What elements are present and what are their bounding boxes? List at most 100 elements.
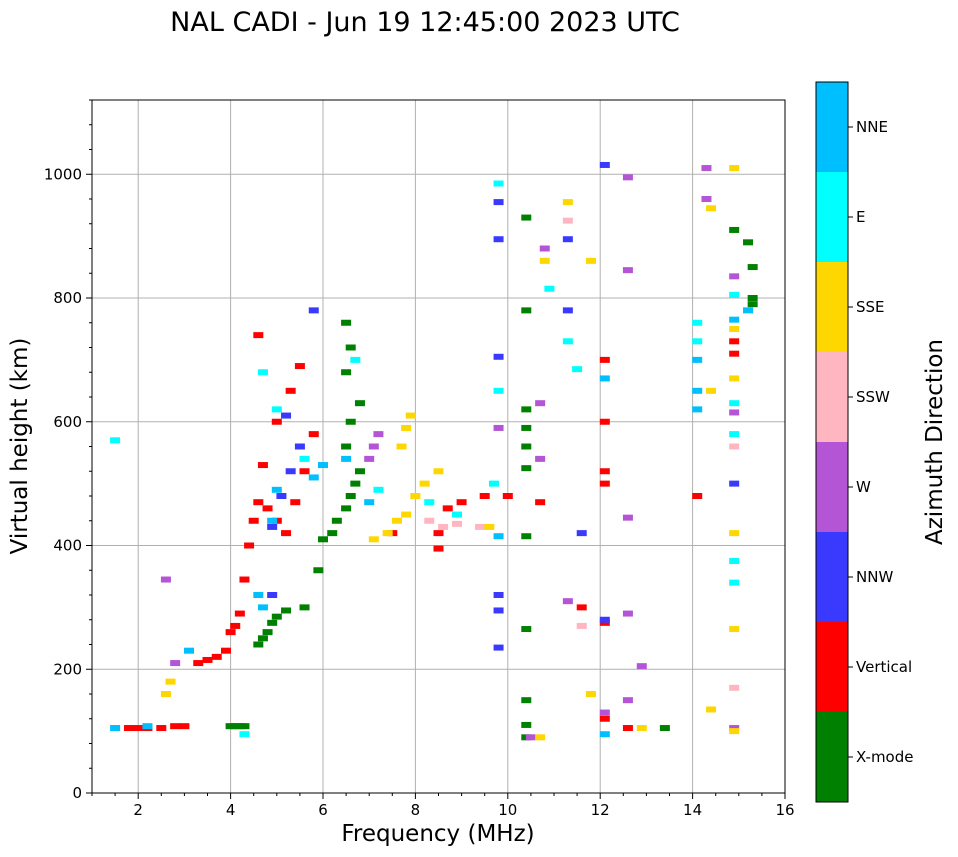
- point-w: [562, 598, 573, 605]
- point-vertical: [244, 542, 255, 549]
- x-axis-label: Frequency (MHz): [341, 821, 534, 847]
- point-vertical: [257, 462, 268, 469]
- point-sse: [636, 725, 647, 732]
- point-nnw: [562, 236, 573, 243]
- point-vertical: [179, 723, 190, 730]
- point-vertical: [576, 604, 587, 611]
- point-x-mode: [747, 264, 758, 271]
- point-nnw: [276, 493, 287, 499]
- point-x-mode: [521, 214, 532, 221]
- point-vertical: [253, 332, 264, 339]
- x-tick-label: 8: [411, 801, 421, 819]
- point-sse: [401, 424, 412, 431]
- point-e: [562, 338, 573, 345]
- point-nne: [142, 723, 153, 730]
- point-w: [539, 245, 550, 252]
- point-w: [160, 576, 171, 583]
- point-nne: [692, 406, 703, 413]
- point-x-mode: [331, 517, 342, 524]
- point-e: [493, 180, 504, 187]
- point-vertical: [230, 622, 241, 629]
- point-sse: [419, 480, 430, 487]
- point-nnw: [729, 480, 740, 487]
- point-x-mode: [281, 607, 292, 614]
- point-nnw: [493, 199, 504, 206]
- point-ssw: [451, 520, 462, 527]
- point-nnw: [493, 236, 504, 243]
- point-e: [350, 356, 361, 363]
- point-vertical: [599, 619, 610, 626]
- point-nnw: [493, 353, 504, 360]
- point-x-mode: [521, 626, 532, 633]
- y-tick-label: 1000: [44, 165, 82, 183]
- point-w: [729, 409, 740, 416]
- point-nnw: [267, 523, 278, 530]
- point-vertical: [456, 499, 467, 506]
- point-vertical: [170, 723, 181, 730]
- colorbar-segment: [816, 262, 848, 352]
- point-sse: [706, 706, 717, 713]
- point-x-mode: [345, 344, 356, 351]
- point-vertical: [123, 725, 134, 732]
- point-vertical: [220, 647, 231, 654]
- point-sse: [535, 734, 546, 741]
- colorbar-tick-label: NNW: [856, 568, 893, 586]
- point-vertical: [433, 530, 444, 537]
- point-x-mode: [345, 493, 356, 499]
- x-tick-label: 10: [498, 801, 517, 819]
- y-tick-label: 800: [53, 289, 82, 307]
- point-x-mode: [354, 400, 365, 407]
- point-nne: [110, 725, 121, 732]
- colorbar-frame: [815, 81, 849, 803]
- point-vertical: [442, 505, 453, 512]
- colorbar-label: Azimuth Direction: [922, 339, 948, 545]
- point-vertical: [248, 517, 259, 524]
- point-x-mode: [239, 723, 250, 730]
- point-w: [622, 514, 633, 521]
- point-vertical: [285, 387, 296, 394]
- point-vertical: [502, 493, 513, 499]
- point-e: [451, 511, 462, 518]
- point-nnw: [576, 530, 587, 537]
- point-x-mode: [659, 725, 670, 732]
- point-sse: [433, 468, 444, 475]
- point-sse: [562, 199, 573, 206]
- point-sse: [585, 691, 596, 697]
- point-x-mode: [299, 604, 310, 611]
- point-nne: [267, 517, 278, 524]
- y-tick-label: 200: [53, 660, 82, 678]
- colorbar-segment: [816, 82, 848, 172]
- point-nnw: [562, 307, 573, 314]
- point-nne: [599, 375, 610, 382]
- point-vertical: [599, 480, 610, 487]
- point-nne: [253, 592, 264, 598]
- point-x-mode: [521, 465, 532, 472]
- point-e: [110, 437, 121, 444]
- point-x-mode: [521, 443, 532, 450]
- point-w: [622, 610, 633, 617]
- point-w: [535, 455, 546, 462]
- point-vertical: [234, 610, 245, 617]
- point-w: [525, 734, 536, 741]
- colorbar-segment: [816, 532, 848, 622]
- point-x-mode: [271, 613, 282, 620]
- point-e: [729, 557, 740, 564]
- point-ssw: [438, 523, 449, 530]
- colorbar-tick-label: SSE: [856, 298, 885, 316]
- colorbar-segment: [816, 712, 848, 802]
- point-ssw: [562, 217, 573, 224]
- point-e: [729, 400, 740, 407]
- point-ssw: [729, 443, 740, 450]
- point-w: [535, 400, 546, 407]
- point-sse: [368, 536, 379, 543]
- point-vertical: [156, 725, 167, 732]
- point-nnw: [493, 607, 504, 614]
- point-e: [257, 369, 268, 376]
- point-x-mode: [262, 629, 273, 636]
- point-w: [729, 725, 740, 732]
- point-x-mode: [743, 239, 754, 246]
- point-e: [544, 285, 555, 292]
- point-nnw: [599, 616, 610, 623]
- point-ssw: [576, 622, 587, 629]
